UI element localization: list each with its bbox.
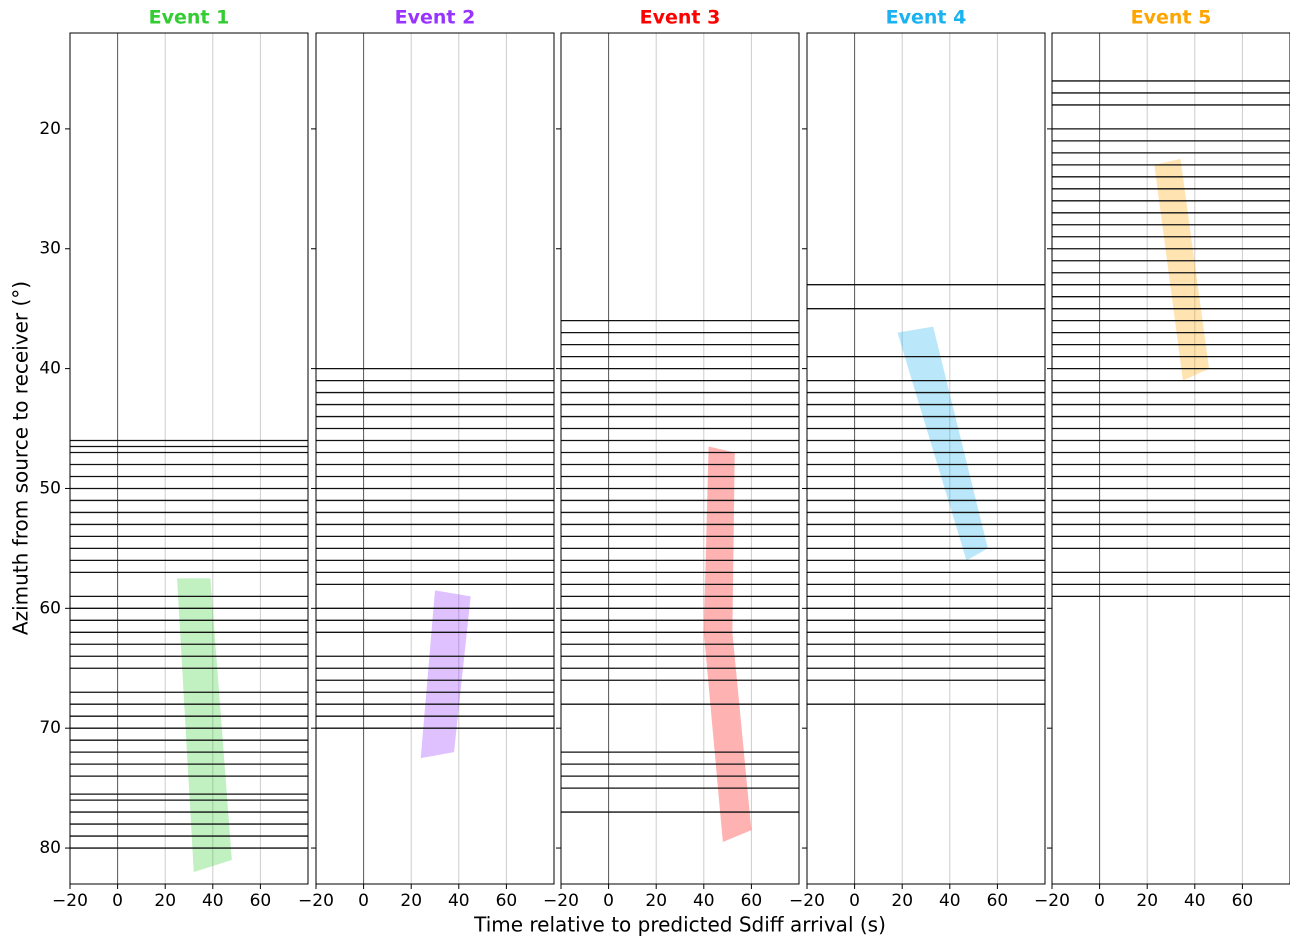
x-tick-label: 0 (849, 891, 860, 911)
y-tick-label: 80 (39, 838, 61, 858)
x-tick-label: 60 (741, 891, 763, 911)
x-tick-label: −20 (52, 891, 88, 911)
highlight-band (177, 578, 232, 873)
highlight-band (420, 590, 471, 759)
y-tick-label: 60 (39, 598, 61, 618)
panel-frame (69, 32, 309, 885)
panel-frame (806, 32, 1046, 885)
x-tick-label: 20 (154, 891, 176, 911)
x-tick-label: −20 (298, 891, 334, 911)
y-axis-label: Azimuth from source to receiver (°) (9, 281, 33, 635)
x-axis-label: Time relative to predicted Sdiff arrival… (473, 913, 886, 937)
y-tick-label: 30 (39, 239, 61, 259)
panel-title: Event 2 (395, 7, 476, 29)
x-tick-label: 60 (1232, 891, 1254, 911)
panel-title: Event 1 (149, 7, 230, 29)
x-tick-label: 40 (693, 891, 715, 911)
x-tick-label: 40 (448, 891, 470, 911)
highlight-band (897, 326, 988, 561)
y-tick-label: 70 (39, 718, 61, 738)
x-tick-label: 20 (400, 891, 422, 911)
x-tick-label: 0 (112, 891, 123, 911)
highlight-band (1154, 158, 1210, 381)
x-tick-label: 20 (891, 891, 913, 911)
panel-title: Event 3 (640, 7, 721, 29)
y-tick-label: 40 (39, 359, 61, 379)
y-tick-label: 50 (39, 478, 61, 498)
x-tick-label: 20 (1136, 891, 1158, 911)
x-tick-label: −20 (1034, 891, 1070, 911)
x-tick-label: 0 (603, 891, 614, 911)
panel-title: Event 5 (1131, 7, 1212, 29)
panel-frame (1051, 32, 1290, 885)
x-tick-label: 20 (645, 891, 667, 911)
x-tick-label: 60 (250, 891, 272, 911)
x-tick-label: 40 (939, 891, 961, 911)
x-tick-label: 40 (1184, 891, 1206, 911)
x-tick-label: −20 (543, 891, 579, 911)
x-tick-label: 60 (987, 891, 1009, 911)
x-tick-label: 0 (358, 891, 369, 911)
y-tick-label: 20 (39, 119, 61, 139)
x-tick-label: 40 (202, 891, 224, 911)
x-tick-label: −20 (789, 891, 825, 911)
panel-title: Event 4 (886, 7, 967, 29)
panel-frame (315, 32, 555, 885)
panel-frame (560, 32, 800, 885)
x-tick-label: 0 (1094, 891, 1105, 911)
x-tick-label: 60 (496, 891, 518, 911)
